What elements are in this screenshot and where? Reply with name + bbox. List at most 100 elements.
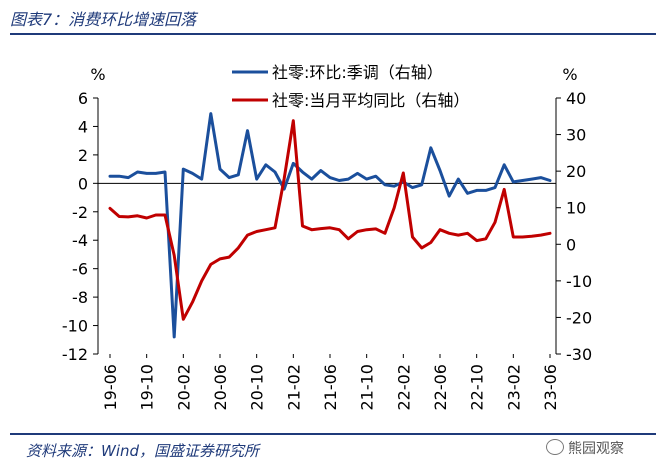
data-point bbox=[200, 178, 203, 180]
data-point bbox=[292, 162, 295, 165]
data-point bbox=[155, 214, 157, 216]
data-point bbox=[210, 112, 212, 115]
x-tick-label: 22-06 bbox=[431, 364, 450, 411]
data-point bbox=[246, 129, 249, 132]
data-point bbox=[145, 217, 148, 219]
data-point bbox=[466, 192, 469, 195]
left-tick-label: -6 bbox=[72, 260, 88, 279]
data-point bbox=[402, 172, 405, 174]
data-point bbox=[246, 234, 249, 236]
data-point bbox=[210, 263, 212, 266]
data-point bbox=[512, 236, 515, 238]
x-tick-label: 23-02 bbox=[504, 364, 523, 411]
left-tick-label: -12 bbox=[62, 345, 88, 364]
right-tick-label: 40 bbox=[566, 89, 586, 108]
data-point bbox=[173, 254, 175, 257]
data-point bbox=[494, 221, 496, 224]
series-avg-yoy bbox=[108, 119, 552, 321]
data-point bbox=[457, 234, 460, 236]
right-tick-label: -20 bbox=[566, 308, 592, 327]
data-point bbox=[237, 174, 240, 176]
data-point bbox=[439, 169, 441, 172]
data-point bbox=[145, 172, 148, 175]
left-tick-label: -4 bbox=[72, 231, 88, 250]
legend: 社零:环比:季调（右轴） 社零:当月平均同比（右轴） bbox=[232, 63, 469, 110]
data-point bbox=[384, 232, 386, 235]
x-tick-label: 19-06 bbox=[101, 364, 120, 411]
data-point bbox=[338, 228, 340, 231]
x-tick-label: 20-02 bbox=[174, 364, 193, 411]
data-point bbox=[375, 228, 377, 230]
data-point bbox=[255, 178, 258, 180]
data-point bbox=[118, 175, 120, 178]
left-tick-label: -10 bbox=[62, 317, 88, 336]
data-point bbox=[430, 146, 432, 149]
data-point bbox=[356, 230, 359, 233]
data-point bbox=[430, 241, 432, 244]
watermark-text: 熊园观察 bbox=[568, 441, 624, 457]
series-line bbox=[108, 112, 552, 339]
data-point bbox=[301, 171, 304, 173]
data-point bbox=[411, 236, 414, 238]
data-point bbox=[292, 119, 295, 122]
data-point bbox=[365, 228, 368, 231]
data-point bbox=[118, 215, 120, 218]
left-tick-label: -8 bbox=[72, 288, 88, 307]
right-axis-unit: % bbox=[562, 65, 577, 84]
watermark: 熊园观察 bbox=[546, 438, 624, 458]
x-tick-label: 22-02 bbox=[394, 364, 413, 411]
data-point bbox=[347, 178, 350, 180]
data-point bbox=[200, 280, 203, 282]
data-point bbox=[420, 183, 423, 186]
data-point bbox=[274, 171, 276, 173]
data-point bbox=[301, 225, 304, 227]
data-point bbox=[393, 206, 395, 209]
data-point bbox=[219, 258, 221, 260]
data-point bbox=[530, 178, 533, 180]
data-point bbox=[109, 207, 111, 210]
data-point bbox=[485, 238, 487, 240]
right-tick-label: -10 bbox=[566, 272, 592, 291]
right-tick-label: -30 bbox=[566, 345, 592, 364]
data-point bbox=[439, 228, 441, 231]
data-point bbox=[475, 189, 478, 192]
footer-divider bbox=[10, 433, 656, 435]
data-point bbox=[393, 185, 395, 187]
wechat-icon bbox=[546, 439, 564, 455]
data-point bbox=[494, 186, 496, 189]
data-point bbox=[448, 195, 450, 197]
x-tick-label: 19-10 bbox=[138, 364, 157, 411]
x-tick-label: 23-06 bbox=[541, 364, 560, 411]
data-point bbox=[329, 176, 331, 179]
data-point bbox=[521, 179, 524, 182]
data-point bbox=[540, 176, 542, 179]
left-tick-label: 2 bbox=[78, 146, 88, 165]
right-axis-ticks: % 40 30 20 10 0 -10 -20 -30 bbox=[556, 65, 592, 364]
data-point bbox=[475, 239, 478, 242]
data-point bbox=[503, 188, 505, 191]
data-point bbox=[320, 227, 322, 230]
left-tick-label: 0 bbox=[78, 174, 88, 193]
data-point bbox=[136, 171, 139, 173]
x-tick-label: 22-10 bbox=[468, 364, 487, 411]
data-point bbox=[274, 227, 276, 229]
left-tick-label: 4 bbox=[78, 117, 88, 136]
data-point bbox=[237, 247, 240, 249]
data-point bbox=[375, 175, 377, 178]
data-point bbox=[530, 235, 533, 238]
chart-title: 图表7：消费环比增速回落 bbox=[10, 10, 197, 29]
data-point bbox=[457, 178, 460, 180]
data-point bbox=[265, 228, 267, 231]
series-mom-sa bbox=[108, 112, 552, 339]
data-point bbox=[191, 172, 194, 175]
data-point bbox=[228, 256, 230, 258]
title-divider bbox=[10, 33, 656, 35]
data-point bbox=[228, 176, 230, 179]
right-tick-label: 20 bbox=[566, 162, 586, 181]
data-point bbox=[338, 179, 340, 182]
left-tick-label: -2 bbox=[72, 203, 88, 222]
data-point bbox=[356, 172, 359, 175]
right-tick-label: 10 bbox=[566, 199, 586, 218]
data-point bbox=[127, 176, 130, 179]
